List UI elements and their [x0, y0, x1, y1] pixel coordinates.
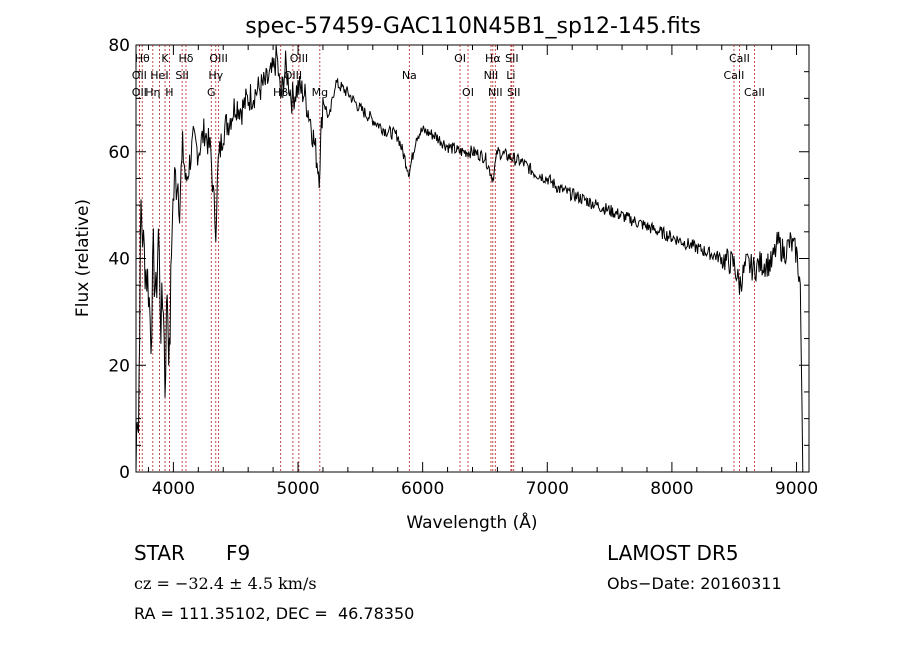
x-tick-label: 8000 [650, 479, 693, 499]
chart-title: spec-57459-GAC110N45B1_sp12-145.fits [245, 14, 701, 39]
line-label: CaII [744, 86, 765, 99]
emission-line-markers [138, 45, 755, 472]
line-label: SII [505, 52, 518, 65]
y-tick-label: 20 [108, 356, 130, 376]
line-label: Mg [312, 86, 328, 99]
coordinates: RA = 111.35102, DEC = 46.78350 [134, 604, 415, 623]
x-tick-label: 7000 [526, 479, 569, 499]
object-class: STAR [134, 541, 185, 565]
line-label: HeI [150, 69, 168, 82]
line-label: CaII [729, 52, 750, 65]
line-label: CaII [724, 69, 745, 82]
y-tick-label: 40 [108, 250, 130, 270]
redshift-cz: cz = −32.4 ± 4.5 km/s [134, 574, 317, 593]
spectrum-line [135, 44, 804, 473]
x-axis-ticks: 4000 5000 6000 7000 8000 9000 [147, 45, 818, 499]
line-label: Hη [145, 86, 160, 99]
x-tick-label: 4000 [152, 479, 195, 499]
x-axis-label: Wavelength (Å) [406, 511, 537, 533]
line-label: OIII [209, 52, 227, 65]
line-label: Na [402, 69, 417, 82]
y-axis-label: Flux (relative) [73, 199, 93, 317]
x-tick-label: 9000 [775, 479, 818, 499]
y-axis-ticks: 0 20 40 60 80 [108, 36, 809, 483]
x-tick-label: 5000 [276, 479, 319, 499]
line-label: OII [132, 69, 147, 82]
line-label: OI [454, 52, 466, 65]
y-tick-label: 80 [108, 36, 130, 56]
y-tick-label: 0 [119, 463, 130, 483]
line-label: Hθ [135, 52, 150, 65]
y-tick-label: 60 [108, 143, 130, 163]
line-label: Li [506, 69, 515, 82]
line-label: K [161, 52, 169, 65]
object-subclass: F9 [226, 541, 251, 565]
line-label: Hδ [178, 52, 193, 65]
line-label: NII [484, 69, 499, 82]
line-label: SII [175, 69, 188, 82]
x-tick-label: 6000 [401, 479, 444, 499]
survey-name: LAMOST DR5 [607, 541, 739, 565]
line-label: G [207, 86, 216, 99]
line-label: Hα [485, 52, 501, 65]
line-label: OIII [290, 52, 308, 65]
line-label: H [165, 86, 173, 99]
line-label: NII [488, 86, 503, 99]
line-label: OII [132, 86, 147, 99]
line-label: SII [507, 86, 520, 99]
observation-date: Obs−Date: 20160311 [607, 574, 782, 593]
line-label: Hγ [208, 69, 223, 82]
line-label: OI [462, 86, 474, 99]
